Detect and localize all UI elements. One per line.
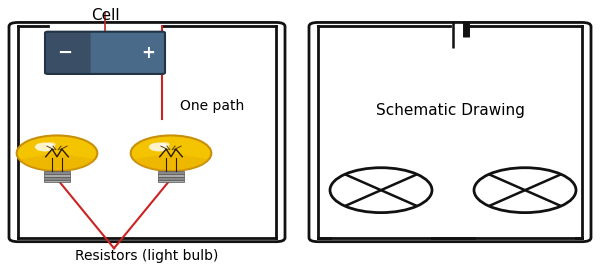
Text: Schematic Drawing: Schematic Drawing <box>376 103 524 118</box>
FancyBboxPatch shape <box>45 32 97 74</box>
Circle shape <box>17 135 97 171</box>
Wedge shape <box>133 153 209 171</box>
Circle shape <box>35 143 55 151</box>
Circle shape <box>330 168 432 213</box>
Wedge shape <box>19 153 95 171</box>
Text: Cell: Cell <box>91 8 119 23</box>
Bar <box>158 171 184 174</box>
FancyBboxPatch shape <box>91 32 165 74</box>
Text: One path: One path <box>180 99 244 113</box>
Bar <box>44 174 70 177</box>
Circle shape <box>160 142 170 147</box>
Text: Resistors (light bulb): Resistors (light bulb) <box>76 249 218 263</box>
Bar <box>158 174 184 177</box>
Circle shape <box>46 142 56 147</box>
Bar <box>44 177 70 180</box>
FancyBboxPatch shape <box>9 23 285 242</box>
Circle shape <box>474 168 576 213</box>
Circle shape <box>149 143 169 151</box>
Circle shape <box>131 135 211 171</box>
Bar <box>44 171 70 174</box>
Bar <box>44 180 70 182</box>
FancyBboxPatch shape <box>309 23 591 242</box>
Text: −: − <box>58 44 73 62</box>
Bar <box>158 177 184 180</box>
Bar <box>158 180 184 182</box>
Text: +: + <box>141 44 155 62</box>
